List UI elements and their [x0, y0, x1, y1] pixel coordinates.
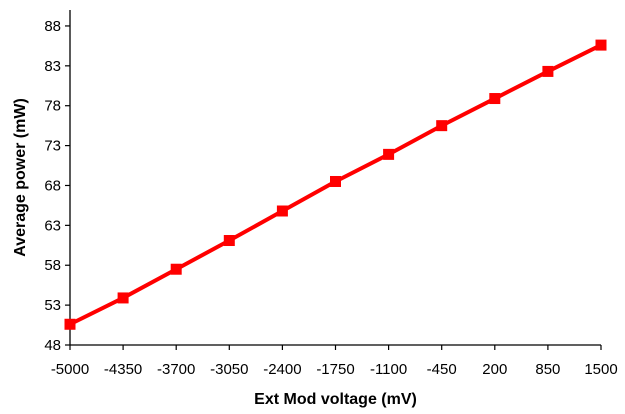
- x-tick-label: -3700: [157, 361, 195, 378]
- x-tick-label: 1500: [584, 361, 617, 378]
- data-point-marker: [170, 263, 182, 275]
- x-tick-label: 850: [535, 361, 560, 378]
- y-tick-label: 83: [44, 58, 61, 75]
- data-point-marker: [117, 292, 129, 304]
- data-point-marker: [436, 120, 448, 132]
- data-point-marker: [64, 318, 76, 330]
- y-tick-label: 63: [44, 217, 61, 234]
- y-tick-label: 68: [44, 177, 61, 194]
- y-tick-label: 53: [44, 297, 61, 314]
- series-layer: [64, 39, 607, 330]
- data-point-marker: [330, 175, 341, 187]
- y-axis-ticks: 48 53 58 63 68 73 78 83 88: [44, 18, 70, 354]
- data-point-marker: [542, 65, 554, 77]
- x-tick-label: -4350: [104, 361, 142, 378]
- x-tick-label: -1750: [316, 361, 354, 378]
- x-axis-ticks: -5000 -4350 -3700 -3050 -2400 -1750 -1100 -450 2…: [51, 345, 618, 378]
- data-point-marker: [383, 148, 395, 160]
- x-tick-label: -2400: [263, 361, 301, 378]
- x-tick-label: -450: [427, 361, 457, 378]
- x-tick-label: -1100: [370, 361, 407, 378]
- x-tick-label: -3050: [210, 361, 248, 378]
- data-point-marker: [276, 205, 288, 217]
- y-tick-label: 73: [44, 138, 61, 155]
- y-tick-label: 78: [44, 98, 61, 115]
- y-tick-label: 58: [44, 257, 61, 274]
- data-point-marker: [223, 235, 235, 247]
- y-axis-title: Average power (mW): [12, 98, 29, 257]
- x-tick-label: 200: [482, 361, 507, 378]
- y-tick-label: 88: [44, 18, 61, 35]
- x-axis-title: Ext Mod voltage (mV): [254, 391, 417, 408]
- x-tick-label: -5000: [51, 361, 89, 378]
- data-point-marker: [595, 39, 607, 51]
- y-tick-label: 48: [44, 337, 61, 354]
- data-point-marker: [489, 93, 501, 105]
